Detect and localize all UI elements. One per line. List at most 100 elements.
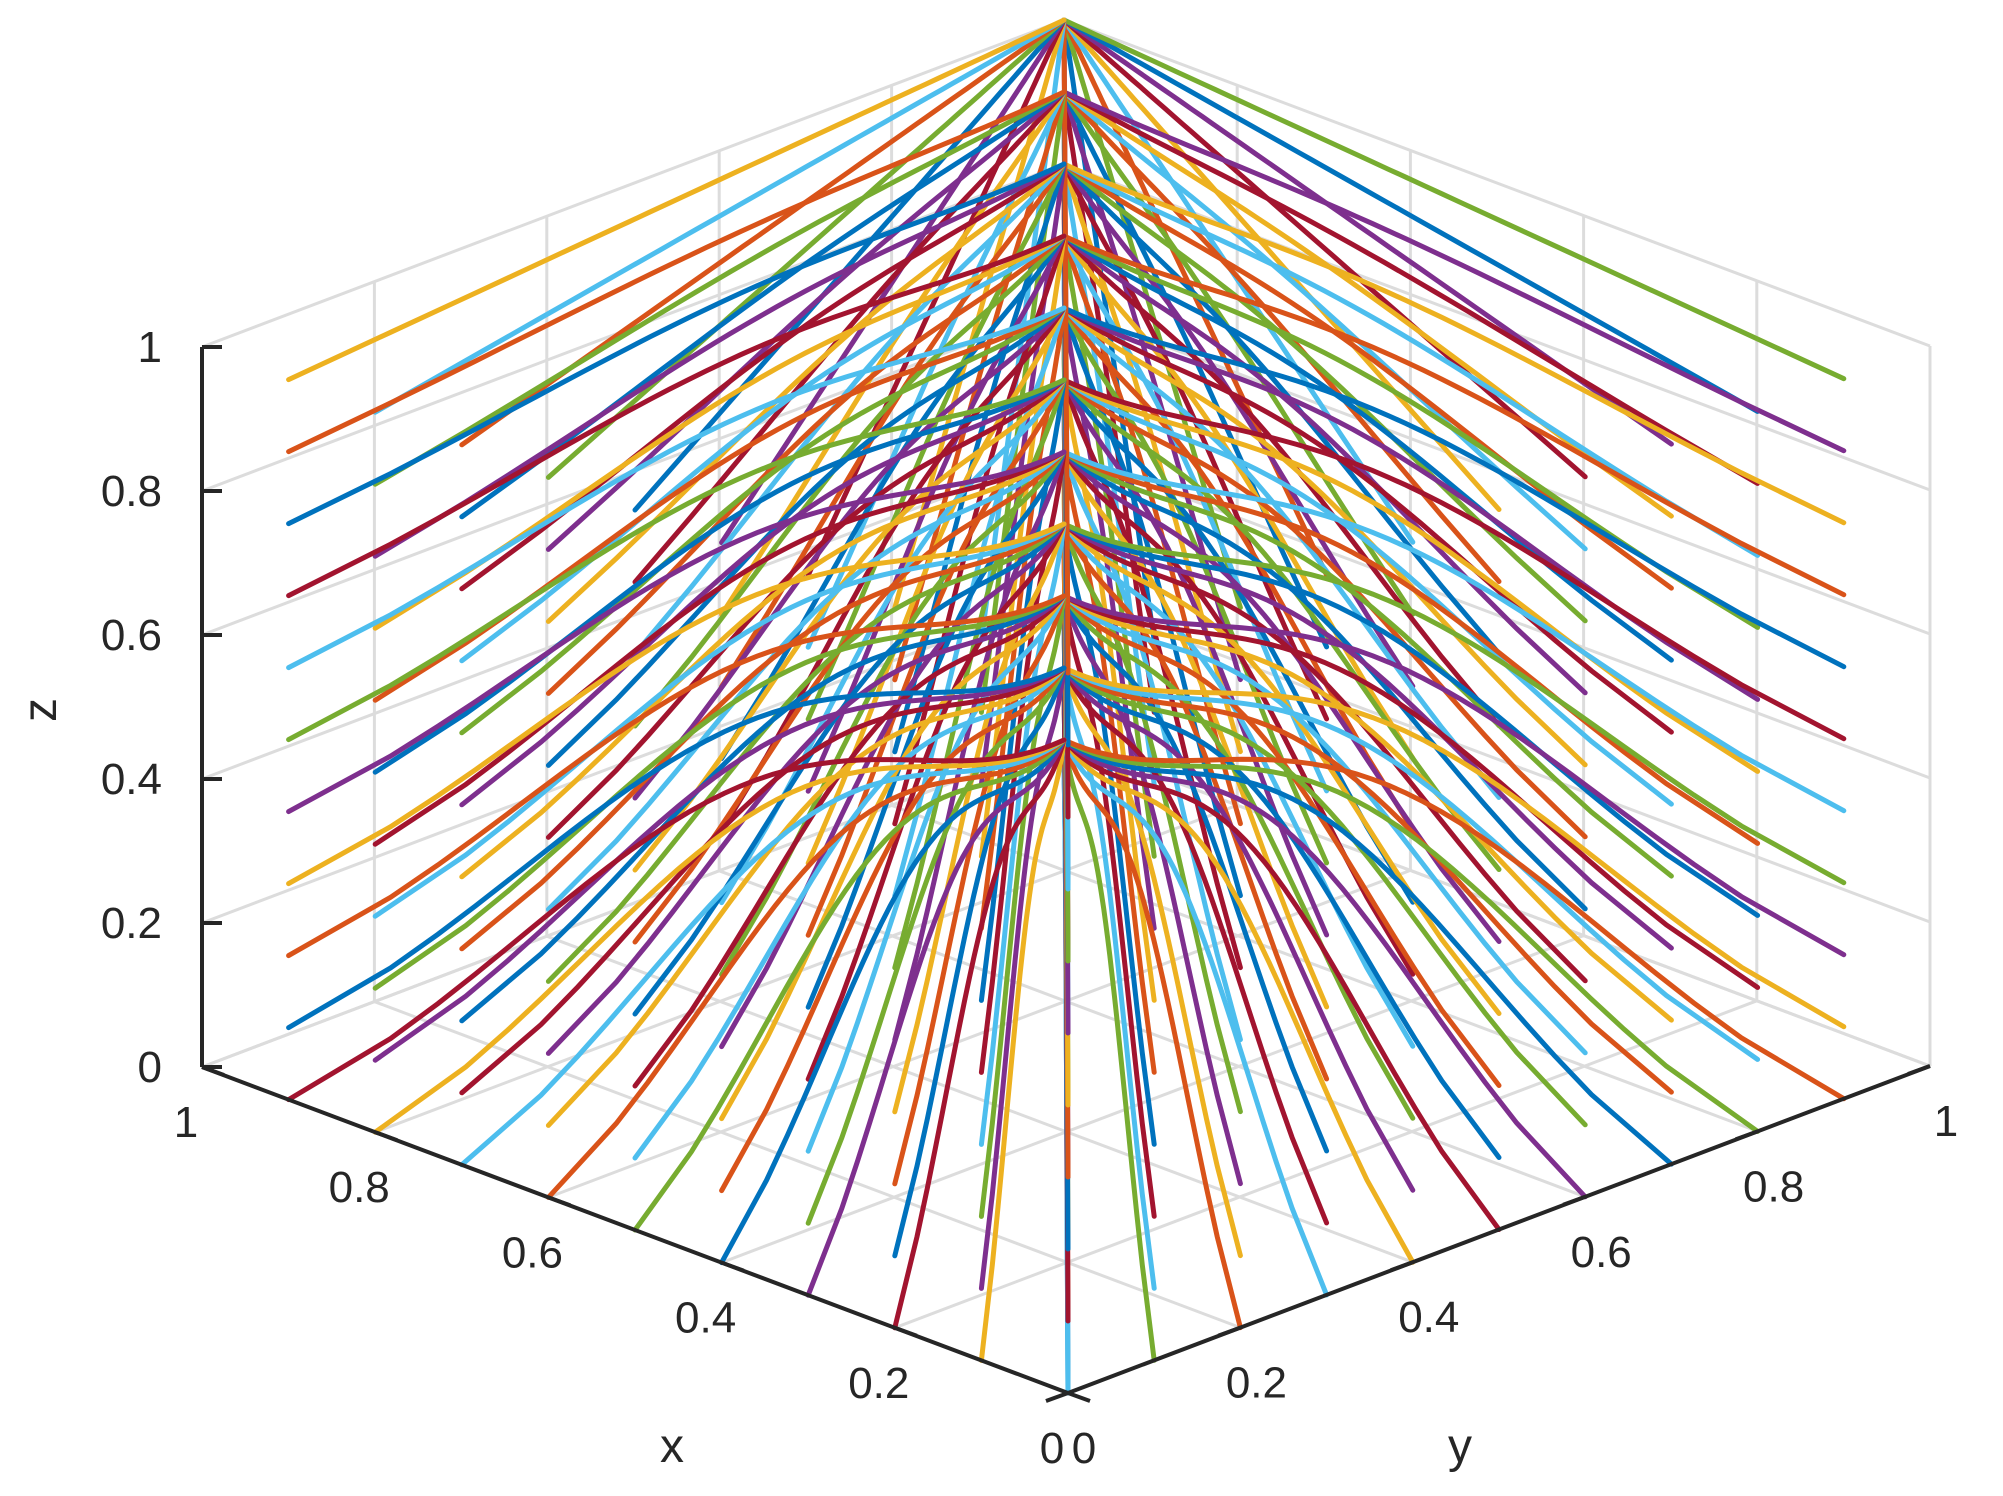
trajectory-line bbox=[892, 665, 1067, 1259]
trajectory-line bbox=[286, 161, 1067, 527]
y-tick-label: 0 bbox=[1072, 1424, 1096, 1473]
trajectory-line bbox=[545, 17, 1067, 480]
grid-line bbox=[894, 999, 1758, 1330]
trajectory-line bbox=[1061, 737, 1502, 1232]
trajectory-line bbox=[1061, 377, 1588, 840]
trajectory-line bbox=[1061, 17, 1071, 676]
grid-line bbox=[374, 803, 1238, 1134]
trajectory-line bbox=[372, 521, 1067, 919]
y-axis-line bbox=[1067, 1064, 1931, 1395]
trajectory-line bbox=[1061, 449, 1502, 944]
trajectory-line bbox=[632, 521, 1067, 1017]
trajectory-line bbox=[1061, 665, 1588, 1128]
trajectory-line bbox=[1061, 377, 1243, 971]
trajectory-line bbox=[372, 449, 1067, 847]
x-axis-line bbox=[201, 1065, 1069, 1395]
trajectory-line bbox=[286, 233, 1067, 599]
z-tick-label: 0.8 bbox=[101, 467, 162, 516]
trajectory-line bbox=[372, 377, 1067, 775]
trajectory-line bbox=[805, 161, 1067, 722]
trajectory-line bbox=[1061, 305, 1847, 670]
trajectory-line bbox=[1061, 89, 1847, 454]
grid-line bbox=[721, 934, 1585, 1265]
trajectory-line bbox=[286, 17, 1067, 383]
trajectory-line bbox=[1061, 449, 1330, 1010]
trajectory-line bbox=[372, 17, 1067, 415]
y-axis-label: y bbox=[1448, 1420, 1472, 1473]
trajectory-line bbox=[1061, 593, 1502, 1088]
trajectory-line bbox=[1061, 593, 1847, 958]
trajectory-line bbox=[1061, 161, 1330, 722]
tick-labels: 00.20.40.60.8100.20.40.60.8100.20.40.60.… bbox=[101, 323, 1958, 1473]
x-tick-label: 0.8 bbox=[329, 1163, 390, 1212]
y-tick-mark bbox=[1907, 1064, 1931, 1076]
z-tick-label: 0.2 bbox=[101, 899, 162, 948]
z-tick-label: 1 bbox=[138, 323, 162, 372]
trajectory-line bbox=[1061, 665, 1416, 1193]
z-axis-label: z bbox=[14, 698, 67, 722]
trajectory-line bbox=[286, 521, 1067, 887]
trajectory-line bbox=[1061, 161, 1847, 526]
x-tick-mark bbox=[1067, 1391, 1091, 1403]
trajectory-line bbox=[1061, 377, 1761, 774]
trajectory-line bbox=[1061, 17, 1761, 414]
trajectory-line bbox=[805, 377, 1067, 938]
x-tick-mark bbox=[374, 1130, 398, 1143]
trajectory-line bbox=[1061, 161, 1674, 591]
trajectory-line bbox=[459, 737, 1067, 1168]
y-tick-label: 0.4 bbox=[1398, 1293, 1459, 1342]
y-tick-mark bbox=[1390, 1260, 1414, 1273]
trajectory-line bbox=[459, 89, 1067, 520]
y-tick-mark bbox=[1562, 1194, 1586, 1207]
trajectory-line bbox=[286, 593, 1067, 959]
trajectory-line bbox=[719, 737, 1067, 1266]
y-tick-label: 0.6 bbox=[1571, 1228, 1632, 1277]
trajectory-line bbox=[545, 737, 1067, 1200]
trajectory-line bbox=[459, 305, 1067, 736]
trajectory-line bbox=[286, 377, 1067, 743]
trajectory-line bbox=[1061, 521, 1416, 1049]
trajectory-line bbox=[1061, 737, 1243, 1331]
trajectory-line bbox=[545, 449, 1067, 912]
trajectory-line bbox=[1061, 233, 1416, 761]
trajectory-line bbox=[1061, 521, 1761, 918]
trajectory-line bbox=[545, 377, 1067, 840]
z-tick-label: 0 bbox=[138, 1043, 162, 1092]
trajectory-line bbox=[892, 593, 1067, 1187]
y-tick-mark bbox=[1734, 1129, 1759, 1142]
trajectory-line bbox=[1061, 521, 1502, 1016]
trajectory-line bbox=[632, 449, 1067, 945]
trajectory-line bbox=[459, 161, 1067, 592]
trajectory-line bbox=[286, 737, 1067, 1103]
trajectory-line bbox=[719, 449, 1067, 978]
trajectory-line bbox=[1061, 17, 1674, 447]
x-tick-mark bbox=[720, 1260, 745, 1273]
x-tick-label: 0.4 bbox=[675, 1294, 736, 1343]
trajectory-line bbox=[892, 449, 1067, 1043]
x-axis-label: x bbox=[660, 1420, 684, 1473]
trajectory-line bbox=[372, 305, 1067, 703]
trajectory-line bbox=[459, 665, 1067, 1096]
trajectory-line bbox=[978, 593, 1067, 1219]
trajectory-line bbox=[372, 89, 1067, 487]
trajectory-line bbox=[372, 233, 1067, 631]
trajectory-line bbox=[632, 665, 1067, 1161]
trajectory-line bbox=[805, 737, 1067, 1298]
trajectory-line bbox=[1061, 593, 1761, 990]
y-tick-label: 0.8 bbox=[1743, 1162, 1804, 1211]
trajectory-line bbox=[372, 593, 1067, 991]
trajectory-line bbox=[1061, 17, 1847, 382]
trajectory-line bbox=[286, 89, 1067, 455]
trajectory-line bbox=[719, 233, 1067, 762]
y-tick-mark bbox=[1045, 1391, 1069, 1403]
y-tick-label: 1 bbox=[1934, 1097, 1958, 1146]
trajectory-line bbox=[372, 737, 1067, 1135]
trajectory-line bbox=[1061, 89, 1330, 650]
trajectory-line bbox=[1061, 449, 1588, 912]
x-tick-label: 0 bbox=[1040, 1424, 1064, 1473]
trajectory-line bbox=[1061, 161, 1416, 689]
trajectory-line bbox=[1061, 665, 1674, 1095]
x-tick-label: 0.2 bbox=[848, 1359, 909, 1408]
trajectory-line bbox=[1061, 161, 1761, 558]
